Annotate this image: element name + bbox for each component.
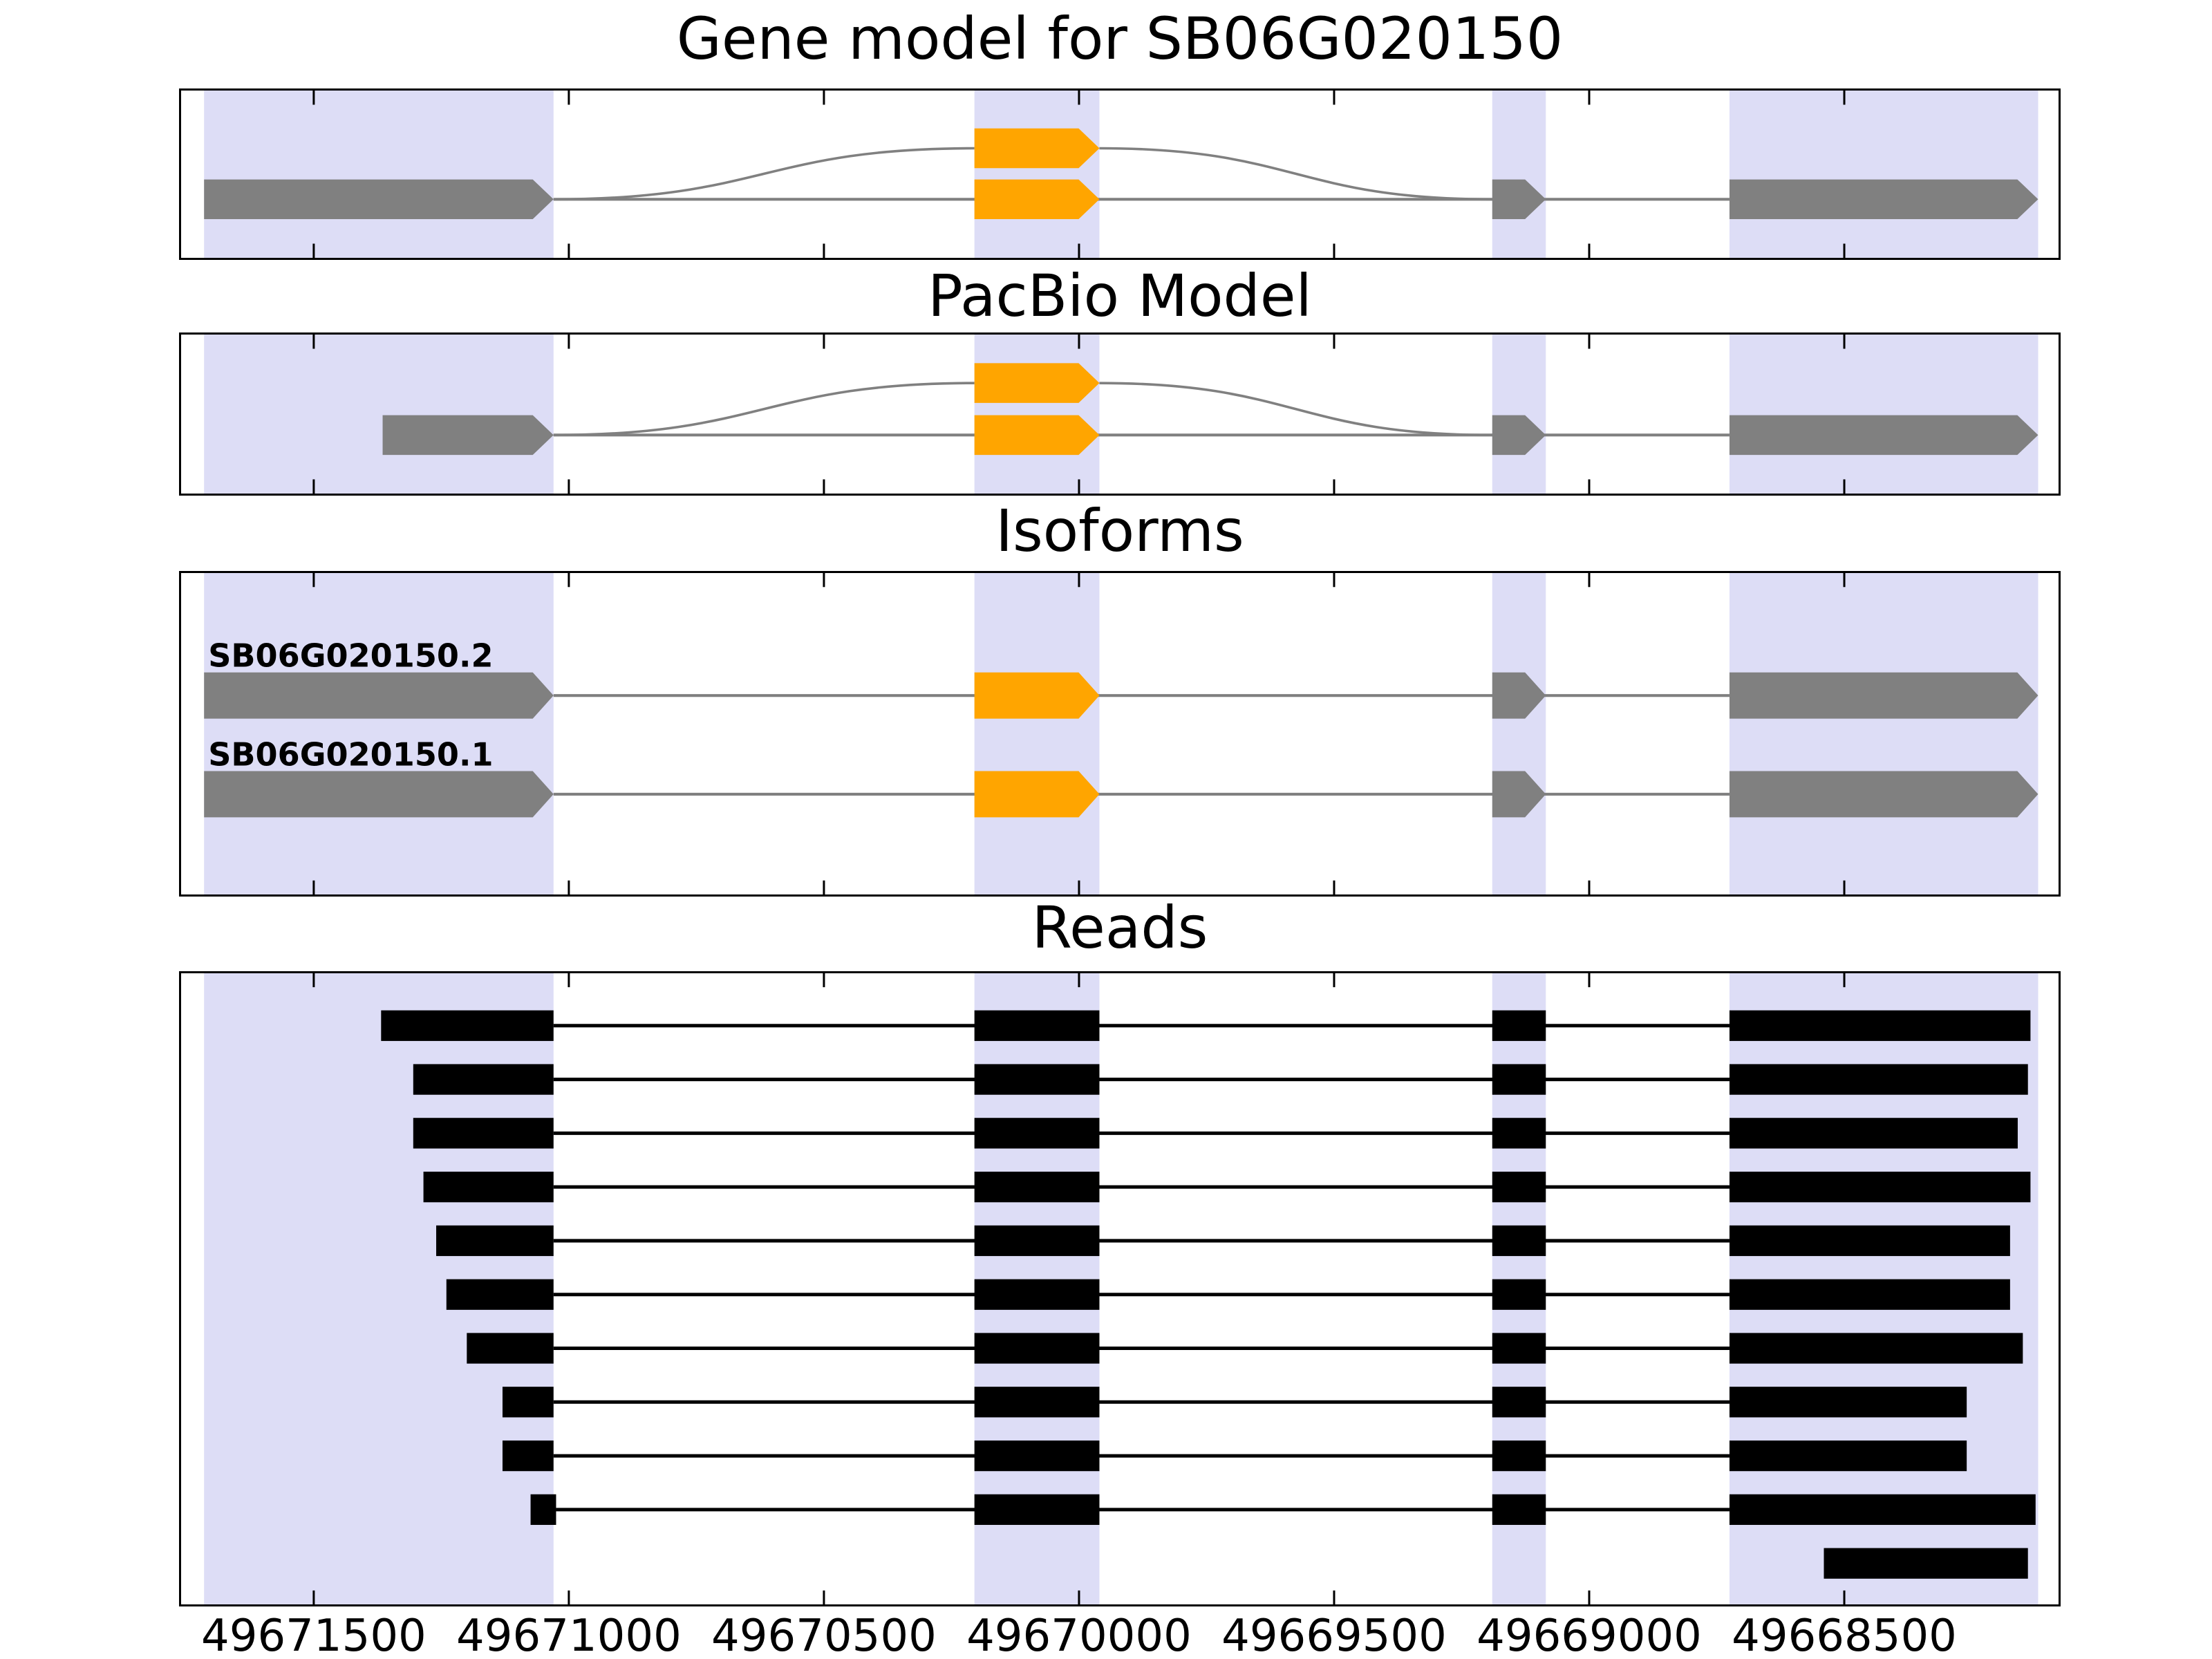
read-block (381, 1010, 554, 1041)
x-tick-label: 49669500 (1221, 1611, 1447, 1659)
panel-title-gene-model: Gene model for SB06G020150 (676, 5, 1564, 73)
read-block (1492, 1225, 1546, 1257)
read-block (1729, 1494, 2036, 1526)
read-block (502, 1387, 554, 1418)
x-tick-label: 49671500 (201, 1611, 427, 1659)
exon (974, 771, 1100, 818)
x-tick-label: 49671000 (456, 1611, 682, 1659)
read-block (502, 1440, 554, 1472)
exon (974, 415, 1100, 456)
x-tick-label: 49670000 (966, 1611, 1192, 1659)
read-block (413, 1118, 554, 1149)
read-block (1729, 1010, 2031, 1041)
read-block (974, 1118, 1100, 1149)
exon (1492, 672, 1546, 719)
gene-model-plot (204, 91, 2038, 258)
isoform-label: SB06G020150.2 (208, 637, 493, 674)
exon-band (974, 91, 1100, 258)
gene-model-panel (179, 88, 2061, 260)
read-block (1729, 1387, 1967, 1418)
read-block (1729, 1064, 2028, 1095)
read-block (1729, 1333, 2023, 1364)
read-block (974, 1440, 1100, 1472)
read-block (423, 1171, 554, 1203)
read-block (1492, 1333, 1546, 1364)
read-block (974, 1064, 1100, 1095)
exon-band (974, 573, 1100, 894)
exon (1729, 771, 2038, 818)
exon (974, 179, 1100, 220)
exon (204, 179, 554, 220)
exon (1729, 672, 2038, 719)
exon-band (204, 91, 554, 258)
exon (382, 415, 554, 456)
read-block (1492, 1494, 1546, 1526)
exon (1492, 771, 1546, 818)
x-axis: 49671500 49671000 49670500 49670000 49669500… (181, 1611, 2059, 1659)
pacbio-model-plot (204, 335, 2038, 494)
read-block (974, 1171, 1100, 1203)
exon (974, 672, 1100, 719)
splice-arc (553, 382, 975, 437)
read-block (974, 1225, 1100, 1257)
x-tick-label: 49669000 (1477, 1611, 1702, 1659)
exon-band (1729, 91, 2038, 258)
splice-arc (1099, 147, 1492, 201)
read-block (413, 1064, 554, 1095)
exon (974, 128, 1100, 169)
read-block (1492, 1118, 1546, 1149)
x-tick-label: 49670500 (711, 1611, 937, 1659)
exon-band (1492, 573, 1546, 894)
read-block (974, 1494, 1100, 1526)
exon-band (204, 335, 554, 494)
read-block (1492, 1064, 1546, 1095)
read-block (436, 1225, 554, 1257)
read-block (1729, 1171, 2031, 1203)
read-block (446, 1279, 554, 1310)
exon (1492, 415, 1546, 456)
reads-plot (204, 973, 2038, 1604)
read-block (1492, 1171, 1546, 1203)
exon (204, 672, 554, 719)
exon-band (204, 573, 554, 894)
pacbio-model-panel (179, 332, 2061, 496)
read-block (1729, 1225, 2010, 1257)
read-block (1729, 1440, 1967, 1472)
reads-panel (179, 971, 2061, 1606)
read-block (1729, 1118, 2018, 1149)
read-block (974, 1279, 1100, 1310)
read-block (1492, 1010, 1546, 1041)
read-block (1824, 1548, 2028, 1579)
exon (1729, 179, 2038, 220)
exon (1492, 179, 1546, 220)
read-block (1492, 1387, 1546, 1418)
isoforms-plot: SB06G020150.2 SB06G020150.1 (204, 573, 2038, 894)
exon (974, 363, 1100, 403)
exon-band (1492, 335, 1546, 494)
read-block (467, 1333, 554, 1364)
splice-arc (553, 147, 975, 201)
x-tick-label: 49668500 (1732, 1611, 1957, 1659)
exon-band (1492, 91, 1546, 258)
panel-title-reads: Reads (1031, 894, 1208, 962)
read-block (530, 1494, 556, 1526)
exon (204, 771, 554, 818)
splice-arc (1099, 382, 1492, 437)
read-block (1492, 1440, 1546, 1472)
panel-title-isoforms: Isoforms (995, 497, 1244, 565)
isoforms-panel: SB06G020150.2 SB06G020150.1 (179, 571, 2061, 897)
read-block (1492, 1279, 1546, 1310)
read-block (974, 1387, 1100, 1418)
read-block (974, 1333, 1100, 1364)
exon-band (1729, 573, 2038, 894)
read-block (1729, 1279, 2010, 1310)
exon (1729, 415, 2038, 456)
isoform-label: SB06G020150.1 (208, 735, 493, 773)
panel-title-pacbio-model: PacBio Model (928, 262, 1312, 330)
exon-band (1729, 335, 2038, 494)
exon-band (974, 335, 1100, 494)
read-block (974, 1010, 1100, 1041)
